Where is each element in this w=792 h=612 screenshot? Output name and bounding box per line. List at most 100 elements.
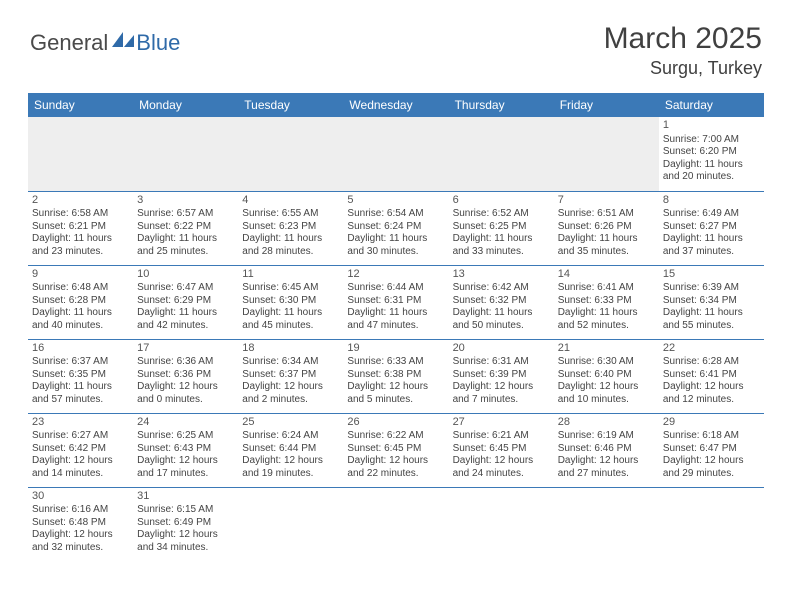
daylight-text: Daylight: 11 hours and 42 minutes. — [137, 307, 234, 332]
calendar-day-cell: 22Sunrise: 6:28 AMSunset: 6:41 PMDayligh… — [659, 339, 764, 413]
calendar-empty-cell — [554, 487, 659, 561]
sunrise-text: Sunrise: 6:28 AM — [663, 356, 760, 369]
logo-text-blue: Blue — [136, 30, 180, 56]
sunset-text: Sunset: 6:41 PM — [663, 369, 760, 382]
calendar-empty-cell — [238, 117, 343, 191]
sunrise-text: Sunrise: 6:41 AM — [558, 282, 655, 295]
calendar-day-cell: 16Sunrise: 6:37 AMSunset: 6:35 PMDayligh… — [28, 339, 133, 413]
calendar-empty-cell — [659, 487, 764, 561]
sunrise-text: Sunrise: 6:47 AM — [137, 282, 234, 295]
sunset-text: Sunset: 6:33 PM — [558, 295, 655, 308]
day-number: 28 — [558, 416, 655, 430]
sunset-text: Sunset: 6:30 PM — [242, 295, 339, 308]
daylight-text: Daylight: 12 hours and 5 minutes. — [347, 381, 444, 406]
weekday-header: Saturday — [659, 93, 764, 117]
calendar-day-cell: 19Sunrise: 6:33 AMSunset: 6:38 PMDayligh… — [343, 339, 448, 413]
calendar-week-row: 1Sunrise: 7:00 AMSunset: 6:20 PMDaylight… — [28, 117, 764, 191]
sunset-text: Sunset: 6:31 PM — [347, 295, 444, 308]
day-number: 1 — [663, 119, 760, 133]
daylight-text: Daylight: 12 hours and 12 minutes. — [663, 381, 760, 406]
day-number: 13 — [453, 268, 550, 282]
weekday-header: Thursday — [449, 93, 554, 117]
calendar-table: SundayMondayTuesdayWednesdayThursdayFrid… — [28, 93, 764, 561]
sunrise-text: Sunrise: 6:45 AM — [242, 282, 339, 295]
daylight-text: Daylight: 12 hours and 22 minutes. — [347, 455, 444, 480]
weekday-header: Sunday — [28, 93, 133, 117]
daylight-text: Daylight: 11 hours and 35 minutes. — [558, 233, 655, 258]
sunset-text: Sunset: 6:29 PM — [137, 295, 234, 308]
daylight-text: Daylight: 11 hours and 28 minutes. — [242, 233, 339, 258]
sunset-text: Sunset: 6:43 PM — [137, 443, 234, 456]
calendar-day-cell: 4Sunrise: 6:55 AMSunset: 6:23 PMDaylight… — [238, 191, 343, 265]
calendar-day-cell: 8Sunrise: 6:49 AMSunset: 6:27 PMDaylight… — [659, 191, 764, 265]
day-number: 23 — [32, 416, 129, 430]
day-number: 9 — [32, 268, 129, 282]
daylight-text: Daylight: 12 hours and 27 minutes. — [558, 455, 655, 480]
sunrise-text: Sunrise: 6:58 AM — [32, 208, 129, 221]
daylight-text: Daylight: 12 hours and 32 minutes. — [32, 529, 129, 554]
location: Surgu, Turkey — [604, 58, 762, 79]
sunrise-text: Sunrise: 6:44 AM — [347, 282, 444, 295]
day-number: 8 — [663, 194, 760, 208]
sunset-text: Sunset: 6:22 PM — [137, 221, 234, 234]
day-number: 27 — [453, 416, 550, 430]
sunrise-text: Sunrise: 6:34 AM — [242, 356, 339, 369]
calendar-empty-cell — [449, 487, 554, 561]
sunset-text: Sunset: 6:42 PM — [32, 443, 129, 456]
sunrise-text: Sunrise: 6:16 AM — [32, 504, 129, 517]
sunset-text: Sunset: 6:20 PM — [663, 146, 760, 159]
sunrise-text: Sunrise: 6:57 AM — [137, 208, 234, 221]
header: General Blue March 2025 Surgu, Turkey — [0, 0, 792, 87]
calendar-day-cell: 18Sunrise: 6:34 AMSunset: 6:37 PMDayligh… — [238, 339, 343, 413]
sunset-text: Sunset: 6:45 PM — [347, 443, 444, 456]
weekday-header: Monday — [133, 93, 238, 117]
day-number: 15 — [663, 268, 760, 282]
day-number: 31 — [137, 490, 234, 504]
daylight-text: Daylight: 11 hours and 37 minutes. — [663, 233, 760, 258]
title-block: March 2025 Surgu, Turkey — [604, 22, 762, 79]
day-number: 6 — [453, 194, 550, 208]
sunrise-text: Sunrise: 6:36 AM — [137, 356, 234, 369]
calendar-day-cell: 30Sunrise: 6:16 AMSunset: 6:48 PMDayligh… — [28, 487, 133, 561]
calendar-day-cell: 11Sunrise: 6:45 AMSunset: 6:30 PMDayligh… — [238, 265, 343, 339]
month-title: March 2025 — [604, 22, 762, 56]
weekday-header: Wednesday — [343, 93, 448, 117]
day-number: 17 — [137, 342, 234, 356]
sunrise-text: Sunrise: 6:25 AM — [137, 430, 234, 443]
sunrise-text: Sunrise: 6:18 AM — [663, 430, 760, 443]
day-number: 22 — [663, 342, 760, 356]
day-number: 4 — [242, 194, 339, 208]
day-number: 5 — [347, 194, 444, 208]
day-number: 29 — [663, 416, 760, 430]
logo: General Blue — [30, 30, 180, 56]
daylight-text: Daylight: 11 hours and 55 minutes. — [663, 307, 760, 332]
calendar-day-cell: 2Sunrise: 6:58 AMSunset: 6:21 PMDaylight… — [28, 191, 133, 265]
day-number: 18 — [242, 342, 339, 356]
logo-text-general: General — [30, 30, 108, 56]
day-number: 21 — [558, 342, 655, 356]
calendar-day-cell: 10Sunrise: 6:47 AMSunset: 6:29 PMDayligh… — [133, 265, 238, 339]
day-number: 7 — [558, 194, 655, 208]
daylight-text: Daylight: 12 hours and 14 minutes. — [32, 455, 129, 480]
calendar-day-cell: 27Sunrise: 6:21 AMSunset: 6:45 PMDayligh… — [449, 413, 554, 487]
weekday-header: Tuesday — [238, 93, 343, 117]
sunrise-text: Sunrise: 6:48 AM — [32, 282, 129, 295]
calendar-day-cell: 20Sunrise: 6:31 AMSunset: 6:39 PMDayligh… — [449, 339, 554, 413]
day-number: 11 — [242, 268, 339, 282]
daylight-text: Daylight: 12 hours and 17 minutes. — [137, 455, 234, 480]
sunrise-text: Sunrise: 6:30 AM — [558, 356, 655, 369]
daylight-text: Daylight: 11 hours and 52 minutes. — [558, 307, 655, 332]
sunset-text: Sunset: 6:21 PM — [32, 221, 129, 234]
calendar-day-cell: 3Sunrise: 6:57 AMSunset: 6:22 PMDaylight… — [133, 191, 238, 265]
sunrise-text: Sunrise: 6:49 AM — [663, 208, 760, 221]
calendar-day-cell: 17Sunrise: 6:36 AMSunset: 6:36 PMDayligh… — [133, 339, 238, 413]
weekday-header: Friday — [554, 93, 659, 117]
daylight-text: Daylight: 12 hours and 24 minutes. — [453, 455, 550, 480]
day-number: 25 — [242, 416, 339, 430]
sunset-text: Sunset: 6:23 PM — [242, 221, 339, 234]
daylight-text: Daylight: 11 hours and 45 minutes. — [242, 307, 339, 332]
day-number: 16 — [32, 342, 129, 356]
sunrise-text: Sunrise: 6:54 AM — [347, 208, 444, 221]
sunrise-text: Sunrise: 6:15 AM — [137, 504, 234, 517]
daylight-text: Daylight: 12 hours and 10 minutes. — [558, 381, 655, 406]
